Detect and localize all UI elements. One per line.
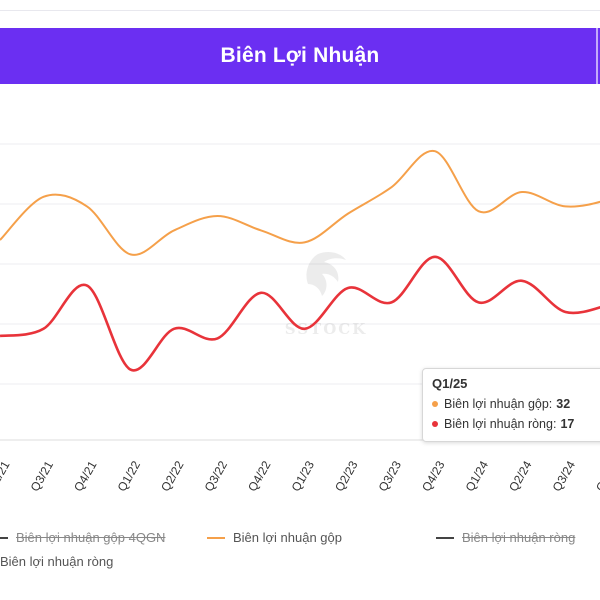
top-strip: [0, 0, 600, 28]
x-tick-label: Q4/21: [71, 458, 100, 494]
chart-title: Biên Lợi Nhuận: [220, 44, 380, 67]
tooltip-title: Q1/25: [432, 376, 468, 391]
legend-item-net[interactable]: Biên lợi nhuận ròng: [0, 554, 113, 569]
legend-gross-label: Biên lợi nhuận gộp: [233, 530, 342, 545]
legend-item-gross[interactable]: Biên lợi nhuận gộp: [207, 530, 342, 545]
chart-header: Biên Lợi Nhuận: [0, 28, 600, 84]
tooltip-gross-dot-icon: [432, 401, 438, 407]
x-tick-label: Q4/22: [245, 458, 274, 494]
watermark-head-icon: [306, 252, 346, 296]
legend-net-label: Biên lợi nhuận ròng: [0, 554, 114, 569]
tooltip-net-label: Biên lợi nhuận ròng:: [444, 417, 557, 431]
watermark-logo: SSTOCK: [285, 252, 368, 338]
x-tick-label: Q2/23: [332, 458, 361, 494]
series-layer: [0, 150, 600, 372]
legend-item-net-hidden[interactable]: Biên lợi nhuận ròng: [436, 530, 575, 545]
legend-gross-4q-line-icon: [0, 536, 8, 539]
grid-lines: [0, 143, 600, 385]
x-tick-label: Q3/22: [202, 458, 231, 494]
tooltip-gross-label: Biên lợi nhuận gộp:: [444, 397, 553, 411]
header-edge-divider: [596, 28, 598, 84]
series-line-net[interactable]: [0, 255, 600, 372]
margin-line-chart: SSTOCK Q2/21 Q3/21 Q4/21 Q1/22 Q2/22 Q3/22 Q4/…: [0, 143, 600, 494]
x-tick-label: Q3/24: [550, 458, 579, 494]
series-line-gross[interactable]: [0, 150, 600, 256]
tooltip-gross-value: 32: [556, 397, 571, 411]
top-divider: [0, 10, 600, 11]
x-tick-label: Q2/24: [506, 458, 535, 494]
tooltip-net-value: 17: [560, 417, 575, 431]
tooltip-row-gross: Biên lợi nhuận gộp: 32: [432, 397, 570, 411]
chart-legend: Biên lợi nhuận gộp 4QGN Biên lợi nhuận g…: [0, 524, 600, 584]
legend-gross-4q-label: Biên lợi nhuận gộp 4QGN: [16, 530, 166, 545]
legend-net-hidden-label: Biên lợi nhuận ròng: [462, 530, 576, 545]
x-tick-label: Q4/24: [593, 458, 600, 494]
x-tick-label: Q1/24: [463, 458, 492, 494]
legend-gross-line-icon: [207, 536, 225, 539]
x-tick-label: Q2/22: [158, 458, 187, 494]
tooltip-net-dot-icon: [432, 421, 438, 427]
x-tick-label: Q4/23: [419, 458, 448, 494]
x-tick-label: Q2/21: [0, 458, 13, 494]
legend-net-hidden-line-icon: [436, 536, 454, 539]
x-axis-labels: Q2/21 Q3/21 Q4/21 Q1/22 Q2/22 Q3/22 Q4/22 Q1/23…: [0, 458, 600, 494]
tooltip-row-net: Biên lợi nhuận ròng: 17: [432, 417, 574, 431]
x-tick-label: Q1/23: [289, 458, 318, 494]
watermark-text: SSTOCK: [285, 320, 368, 338]
x-tick-label: Q3/21: [28, 458, 57, 494]
legend-item-gross-4q[interactable]: Biên lợi nhuận gộp 4QGN: [0, 530, 165, 545]
x-tick-label: Q3/23: [376, 458, 405, 494]
x-tick-label: Q1/22: [115, 458, 144, 494]
hover-tooltip: Q1/25 Biên lợi nhuận gộp: 32 Biên lợi nh…: [422, 368, 600, 442]
